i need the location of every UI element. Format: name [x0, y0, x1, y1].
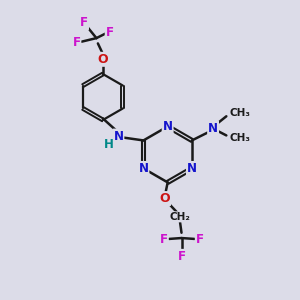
Text: CH₃: CH₃ — [229, 134, 250, 143]
Text: O: O — [98, 53, 108, 66]
Text: N: N — [208, 122, 218, 135]
Text: F: F — [160, 233, 168, 246]
Text: N: N — [163, 120, 173, 133]
Text: F: F — [106, 26, 114, 39]
Text: CH₂: CH₂ — [169, 212, 190, 222]
Text: F: F — [196, 233, 204, 246]
Text: CH₃: CH₃ — [229, 108, 250, 118]
Text: H: H — [104, 138, 114, 151]
Text: F: F — [72, 36, 80, 49]
Text: N: N — [113, 130, 123, 142]
Text: F: F — [178, 250, 185, 263]
Text: N: N — [187, 162, 197, 175]
Text: N: N — [138, 162, 148, 175]
Text: O: O — [159, 192, 170, 205]
Text: F: F — [80, 16, 88, 29]
